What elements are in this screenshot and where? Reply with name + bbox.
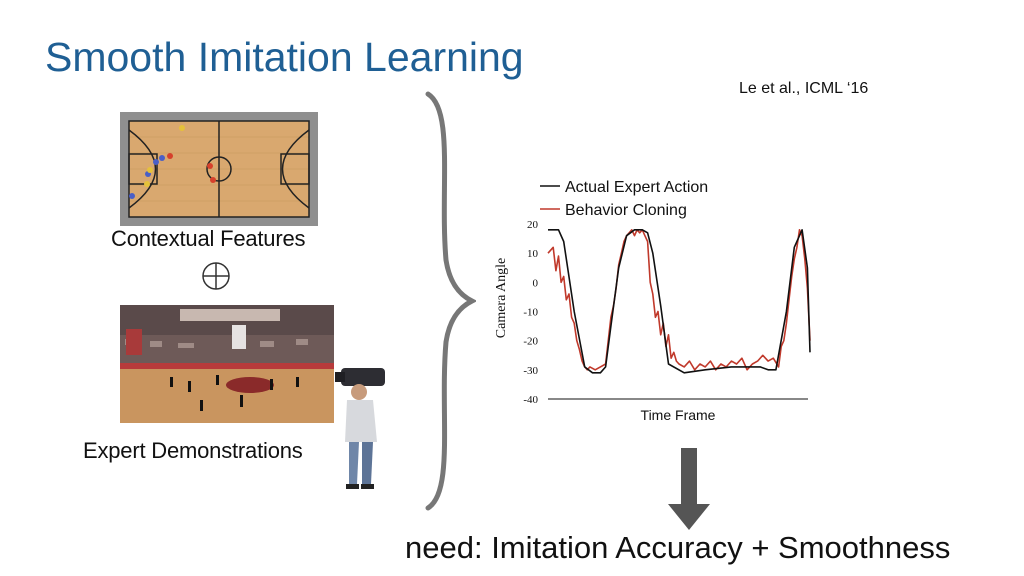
y-tick-label: -40: [523, 394, 538, 406]
chart-legend: Actual Expert Action Behavior Cloning: [540, 179, 708, 219]
y-axis-label: Camera Angle: [494, 258, 509, 338]
y-tick-label: -20: [523, 336, 538, 348]
slide-title: Smooth Imitation Learning: [45, 34, 524, 80]
x-axis-label: Time Frame: [641, 407, 716, 423]
down-arrow-icon: [668, 448, 710, 530]
contextual-features-caption: Contextual Features: [111, 226, 306, 251]
legend-label-bc: Behavior Cloning: [565, 202, 687, 219]
camera-operator-icon: [335, 368, 385, 489]
citation: Le et al., ICML ‘16: [739, 80, 869, 97]
basketball-arena-photo-icon: [120, 305, 334, 423]
expert-demonstrations-caption: Expert Demonstrations: [83, 438, 303, 463]
y-tick-label: 10: [527, 248, 539, 260]
series-line-actual-expert-action: [548, 229, 811, 374]
legend-label-expert: Actual Expert Action: [565, 179, 708, 196]
series-line-behavior-cloning: [547, 229, 811, 371]
direct-sum-operator: [202, 262, 230, 290]
basketball-court-diagram-icon: [120, 112, 318, 226]
y-tick-label: 0: [533, 277, 539, 289]
camera-angle-chart: Actual Expert Action Behavior Cloning 20…: [494, 179, 811, 423]
bottom-statement: need: Imitation Accuracy + Smoothness: [405, 530, 951, 565]
right-curly-brace-icon: [425, 91, 476, 511]
y-tick-label: -30: [523, 365, 538, 377]
y-tick-label: -10: [523, 307, 538, 319]
y-tick-label: 20: [527, 219, 539, 231]
